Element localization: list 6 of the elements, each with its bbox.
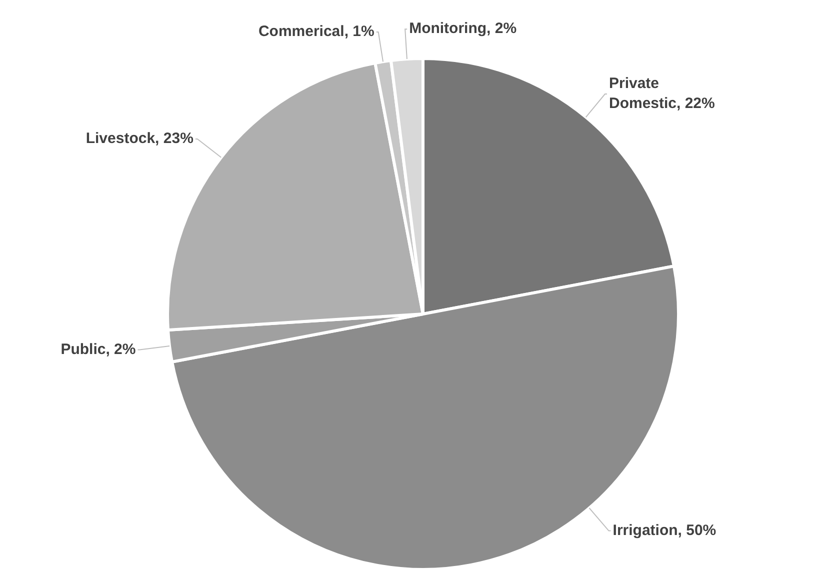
slice-label: Commerical, 1% (258, 23, 374, 40)
slice-label: Public, 2% (60, 340, 136, 358)
slice-label: Irrigation, 50% (612, 522, 716, 539)
slice-label: Livestock, 23% (86, 130, 194, 148)
slice-label: Monitoring, 2% (409, 20, 517, 38)
slice-label: Private Domestic, 22% (608, 75, 715, 112)
